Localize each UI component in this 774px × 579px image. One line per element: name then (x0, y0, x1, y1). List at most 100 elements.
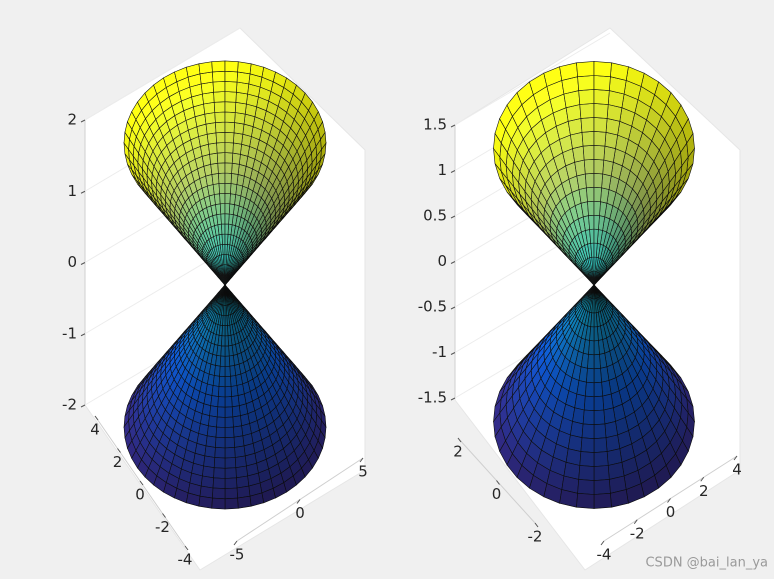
surface-patch (198, 61, 213, 75)
surface-patch (209, 405, 219, 418)
surface-patch (593, 479, 611, 495)
surface-patch (586, 367, 595, 384)
surface-patch (234, 445, 246, 458)
surface-patch (205, 122, 217, 135)
surface-patch (212, 183, 220, 195)
surface-patch (593, 492, 612, 509)
surface-patch (224, 436, 235, 449)
surface-patch (224, 477, 238, 489)
surface-patch (224, 315, 228, 327)
surface-patch (216, 406, 226, 418)
tick-mark (600, 540, 605, 546)
surface-patch (224, 213, 230, 225)
z-tick-label: 0 (437, 252, 447, 270)
surface-patch (217, 396, 226, 408)
surface-patch (224, 375, 232, 388)
tick-mark (80, 190, 86, 194)
surface-patch (211, 173, 220, 185)
surface-patch (218, 375, 226, 388)
y-tick-label: 0 (135, 486, 145, 504)
surface-patch (230, 173, 239, 185)
surface-patch (224, 254, 228, 266)
z-tick-label: 1 (437, 161, 447, 179)
tick-mark (80, 119, 86, 123)
x-tick-label: 0 (666, 503, 676, 521)
axes: -1.5 -1 -0.5 0 0.5 1 1.5 -4 -2 0 2 4 -2 0 2 (418, 27, 742, 571)
surface-patch (203, 455, 216, 469)
surface-patch (213, 91, 226, 103)
surface-patch (215, 436, 226, 449)
surface-patch (224, 325, 229, 337)
z-tick-label: 1.5 (423, 116, 447, 134)
surface-patch (224, 121, 235, 134)
surface-patch (224, 335, 229, 347)
surface-patch (219, 193, 226, 205)
y-tick-label: 0 (492, 485, 502, 503)
tick-mark (359, 457, 364, 463)
tick-mark (80, 333, 86, 337)
surface-patch (222, 315, 226, 327)
surface-patch (577, 479, 595, 495)
tick-mark (496, 480, 500, 485)
surface-patch (233, 425, 244, 438)
surface-patch (210, 395, 219, 408)
surface-patch (231, 162, 240, 175)
surface-patch (211, 60, 226, 73)
surface-patch (234, 455, 247, 469)
surface-patch (212, 477, 226, 489)
surface-patch (212, 375, 220, 387)
surface-patch (224, 365, 231, 377)
tick-mark (184, 545, 189, 551)
tick-mark (667, 498, 671, 503)
surface-patch (578, 465, 595, 481)
surface-patch (213, 193, 221, 205)
tick-mark (457, 437, 462, 443)
surface-patch (583, 395, 595, 412)
surface-patch (198, 495, 213, 509)
surface-patch (218, 386, 226, 398)
surface-patch (213, 365, 221, 377)
y-tick-label: -2 (528, 528, 543, 546)
surface-patch (230, 385, 239, 397)
tick-mark (633, 519, 638, 525)
surface-patch (587, 354, 595, 370)
surface-patch (219, 355, 226, 367)
grid-line (454, 260, 611, 353)
surface-patch (224, 182, 232, 195)
surface-patch (204, 112, 216, 125)
x-tick-label: 0 (295, 504, 305, 522)
surface-patch (584, 172, 595, 189)
surface-patch (211, 497, 226, 510)
tick-mark (117, 448, 121, 453)
surface-patch (204, 445, 216, 458)
surface-patch (218, 182, 226, 195)
surface-patch (224, 111, 236, 123)
surface-patch (234, 112, 246, 125)
surface-patch (224, 396, 233, 408)
surface-patch (224, 233, 229, 245)
surface-patch (224, 426, 235, 439)
surface-patch (593, 186, 602, 203)
tick-mark (139, 480, 144, 486)
surface-patch (593, 395, 605, 412)
surface-patch (213, 467, 226, 479)
surface-patch (572, 407, 585, 425)
y-tick-label: 2 (453, 443, 463, 461)
z-tick-label: -1.5 (418, 389, 447, 407)
surface-patch (216, 416, 226, 428)
surface-patch (593, 340, 600, 356)
tick-mark (80, 262, 86, 265)
surface-patch (593, 103, 609, 119)
surface-patch (224, 457, 237, 469)
surface-patch (593, 367, 602, 384)
x-tick-label: -4 (597, 546, 612, 564)
surface-patch (231, 395, 240, 408)
surface-patch (234, 101, 247, 115)
surface-patch (224, 131, 235, 144)
surface-patch (212, 81, 226, 93)
surface-patch (578, 89, 595, 105)
surface-patch (593, 144, 606, 161)
surface-patch (215, 131, 226, 144)
surface-patch (206, 132, 217, 145)
